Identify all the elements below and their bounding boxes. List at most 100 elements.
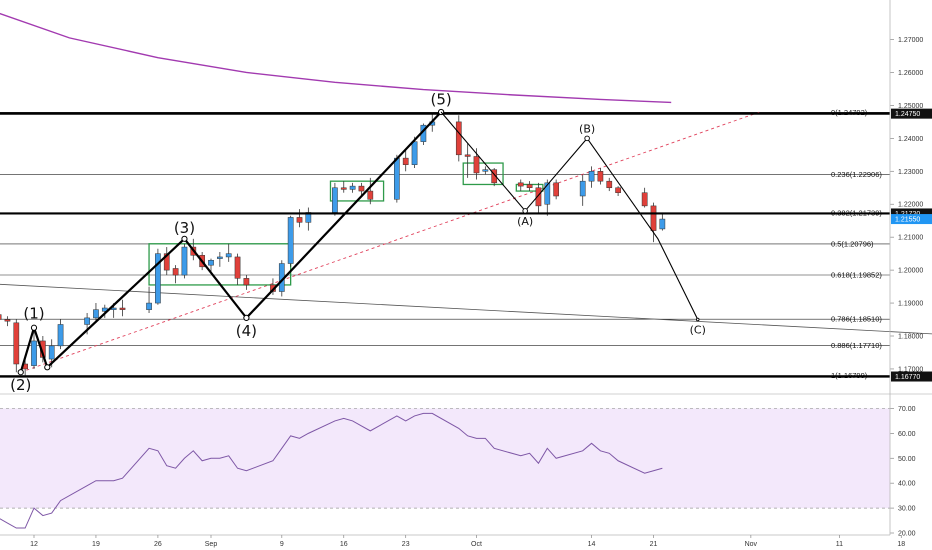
price-tick-label: 1.21000 [898, 235, 923, 242]
candle-bullish [588, 171, 595, 182]
rsi-band-fill [0, 408, 890, 509]
time-tick-label: 12 [30, 541, 38, 548]
consolidation-box [462, 162, 504, 186]
candle-bearish [526, 184, 533, 189]
candle-bullish [482, 169, 489, 172]
correction-pivot [522, 208, 528, 214]
wave-label: (1) [23, 304, 44, 322]
rsi-tick-label: 40.00 [898, 481, 916, 488]
candle-bullish [332, 187, 338, 213]
candle-bullish [57, 324, 64, 347]
wave-pivot [44, 364, 51, 371]
price-tick-label: 1.22000 [898, 202, 923, 209]
wave-label: (B) [579, 122, 595, 135]
candle-bearish [641, 192, 648, 207]
correction-pivot [696, 317, 700, 322]
wave-label: (A) [517, 215, 533, 228]
candle-bullish [579, 180, 586, 197]
candle-bearish [4, 319, 11, 322]
candle-bullish [544, 182, 551, 205]
key-level-tag [891, 208, 932, 219]
candle-bearish [615, 187, 621, 193]
channel-trend-line [20, 111, 760, 373]
candle-bullish [31, 340, 37, 366]
candle-bearish [13, 322, 20, 365]
wave-label: (5) [430, 90, 451, 108]
candle-bearish [553, 182, 559, 197]
candle-bearish [402, 157, 409, 165]
candle-bearish [455, 121, 462, 156]
correction-pivot [584, 135, 590, 142]
time-tick-label: 18 [897, 541, 905, 548]
wave-pivot [17, 369, 24, 376]
candle-bullish [217, 256, 223, 259]
wave-label: (3) [174, 219, 195, 237]
fib-level-label: 0.886(1.17710) [831, 341, 882, 350]
candle-bearish [234, 256, 241, 279]
time-tick-label: 9 [280, 541, 284, 548]
fib-level-label: 0.5(1.20796) [831, 239, 874, 248]
rsi-line [0, 412, 663, 529]
price-tick-label: 1.18000 [898, 334, 923, 341]
fib-level-label: 0.618(1.19852) [831, 270, 882, 279]
wave-label: (4) [236, 322, 257, 340]
candle-bearish [358, 185, 365, 192]
wave-label: (C) [690, 324, 706, 337]
candle-bullish [659, 218, 666, 230]
fib-level-label: 0(1.24792) [831, 108, 868, 117]
wave-pivot [30, 324, 38, 331]
last-price-tag-label: 1.21550 [895, 217, 920, 224]
time-tick-label: 26 [154, 541, 162, 548]
rsi-tick-label: 50.00 [898, 456, 916, 463]
candle-bullish [208, 259, 214, 266]
long-trend-line [0, 283, 932, 335]
time-tick-label: 16 [340, 541, 348, 548]
candle-bearish [243, 278, 250, 286]
rsi-panel: 70.00 60.00 50.00 40.00 30.00 20.00 [0, 393, 932, 538]
candle-bearish [597, 171, 604, 182]
price-tick-label: 1.23000 [898, 169, 923, 176]
candle-bullish [181, 246, 188, 276]
wave-pivot [181, 235, 188, 242]
rsi-tick-label: 70.00 [898, 406, 916, 413]
candle-bearish [650, 205, 657, 231]
price-tick-label: 1.25000 [898, 103, 923, 110]
wave-label: (2) [10, 376, 31, 394]
fib-level-label: 0.236(1.22906) [831, 170, 882, 179]
key-level-tag [891, 371, 932, 382]
candle-bullish [84, 317, 90, 325]
candle-bearish [163, 253, 170, 271]
candle-bullish [411, 141, 418, 165]
candle-bullish [48, 345, 55, 360]
candle-bearish [535, 187, 542, 207]
time-tick-label: 14 [588, 541, 596, 548]
time-tick-label: 21 [650, 541, 658, 548]
candle-bullish [146, 302, 152, 310]
price-tick-label: 1.24000 [898, 136, 923, 143]
candle-bearish [464, 154, 471, 157]
candle-bearish [473, 156, 480, 174]
candle-bearish [119, 307, 126, 310]
time-tick-label: 23 [402, 541, 410, 548]
candle-bullish [225, 253, 232, 258]
price-tick-label: 1.20000 [898, 268, 923, 275]
candle-bullish [155, 253, 161, 304]
moving-average-line [0, 12, 672, 104]
candle-bearish [0, 314, 2, 320]
rsi-tick-label: 30.00 [898, 506, 916, 513]
price-tick-label: 1.27000 [898, 37, 923, 44]
time-tick-label: 19 [92, 541, 100, 548]
time-tick-label: 11 [836, 541, 843, 548]
price-axis: 1.27000 1.26000 1.25000 1.24000 1.23000 1.220… [889, 0, 932, 535]
impulse-wave-path [19, 111, 442, 373]
rsi-tick-label: 60.00 [898, 431, 916, 438]
candle-bullish [93, 309, 99, 319]
time-tick-label: Oct [471, 541, 482, 548]
candle-bearish [606, 180, 613, 189]
wave-pivot [243, 314, 250, 321]
candle-bearish [517, 182, 524, 187]
candle-bearish [367, 190, 374, 200]
price-tick-label: 1.26000 [898, 70, 923, 77]
rsi-tick-label: 20.00 [898, 531, 916, 538]
